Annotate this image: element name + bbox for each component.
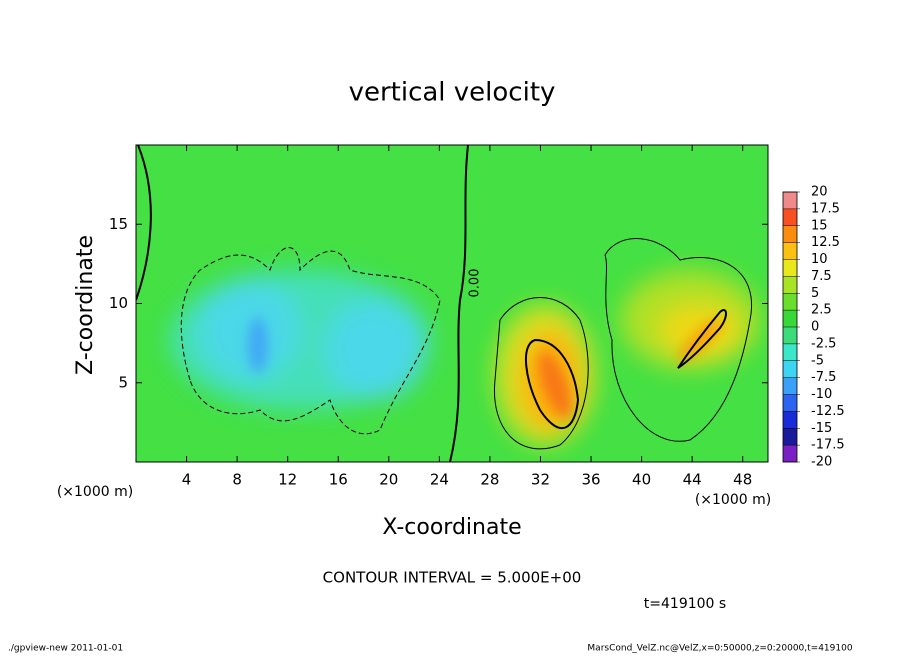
- colorbar-box: [783, 377, 797, 395]
- colorbar-label: 12.5: [811, 235, 840, 250]
- colorbar-label: -12.5: [811, 404, 845, 419]
- colorbar-box: [783, 276, 797, 294]
- x-unit-label: (×1000 m): [57, 484, 133, 500]
- colorbar-box: [783, 445, 797, 462]
- time-label: t=419100 s: [644, 596, 726, 612]
- colorbar-label: -5: [811, 353, 824, 368]
- colorbar-label: -2.5: [811, 336, 836, 351]
- colorbar-label: 2.5: [811, 303, 832, 318]
- contour-interval: CONTOUR INTERVAL = 5.000E+00: [323, 569, 582, 587]
- colorbar-label: 7.5: [811, 269, 832, 284]
- x-tick-label: 48: [733, 471, 752, 489]
- y-tick-label: 10: [109, 294, 128, 312]
- colorbar-box: [783, 327, 797, 344]
- x-tick-label: 40: [632, 471, 651, 489]
- x-tick-label: 20: [379, 471, 398, 489]
- colorbar-box: [783, 343, 797, 361]
- colorbar-label: -7.5: [811, 370, 836, 385]
- chart-title: vertical velocity: [349, 78, 556, 108]
- footer-right: MarsCond_VelZ.nc@VelZ,x=0:50000,z=0:2000…: [587, 644, 852, 654]
- y-tick-label: 15: [109, 215, 128, 233]
- x-tick-label: 32: [531, 471, 550, 489]
- x-tick-label: 44: [683, 471, 702, 489]
- x-tick-label: 16: [329, 471, 348, 489]
- colorbar-box: [783, 411, 797, 429]
- colorbar-label: -20: [811, 455, 832, 470]
- colorbar-label: 5: [811, 286, 819, 301]
- colorbar-box: [783, 259, 797, 277]
- colorbar-label: 10: [811, 252, 828, 267]
- colorbar-box: [783, 293, 797, 311]
- colorbar-box: [783, 192, 797, 209]
- x-tick-label: 28: [480, 471, 499, 489]
- x-tick-label: 8: [232, 471, 242, 489]
- colorbar-box: [783, 360, 797, 378]
- colorbar-box: [783, 310, 797, 327]
- colorbar-box: [783, 225, 797, 243]
- colorbar-box: [783, 394, 797, 412]
- y-axis-label: Z-coordinate: [73, 235, 98, 375]
- colorbar-label: 20: [811, 185, 828, 200]
- colorbar-label: -10: [811, 387, 832, 402]
- colorbar-box: [783, 242, 797, 260]
- colorbar-label: -15: [811, 421, 832, 436]
- x-axis-label: X-coordinate: [382, 515, 521, 540]
- y-tick-label: 5: [118, 373, 128, 391]
- colorbar-label: 0: [811, 320, 819, 335]
- colorbar-label: 15: [811, 218, 828, 233]
- x-tick-label: 24: [430, 471, 449, 489]
- colorbar-box: [783, 428, 797, 446]
- colorbar-box: [783, 208, 797, 226]
- footer-left: ./gpview-new 2011-01-01: [8, 644, 123, 654]
- field: 0.00: [136, 145, 768, 462]
- x-tick-label: 12: [278, 471, 297, 489]
- x-unit-label: (×1000 m): [695, 492, 771, 508]
- x-tick-label: 4: [182, 471, 192, 489]
- contour-lines: [136, 145, 752, 462]
- colorbar-label: 17.5: [811, 201, 840, 216]
- contour-label: 0.00: [468, 269, 483, 298]
- colorbar-frame: [782, 191, 798, 463]
- colorbar-label: -17.5: [811, 438, 845, 453]
- x-tick-label: 36: [581, 471, 600, 489]
